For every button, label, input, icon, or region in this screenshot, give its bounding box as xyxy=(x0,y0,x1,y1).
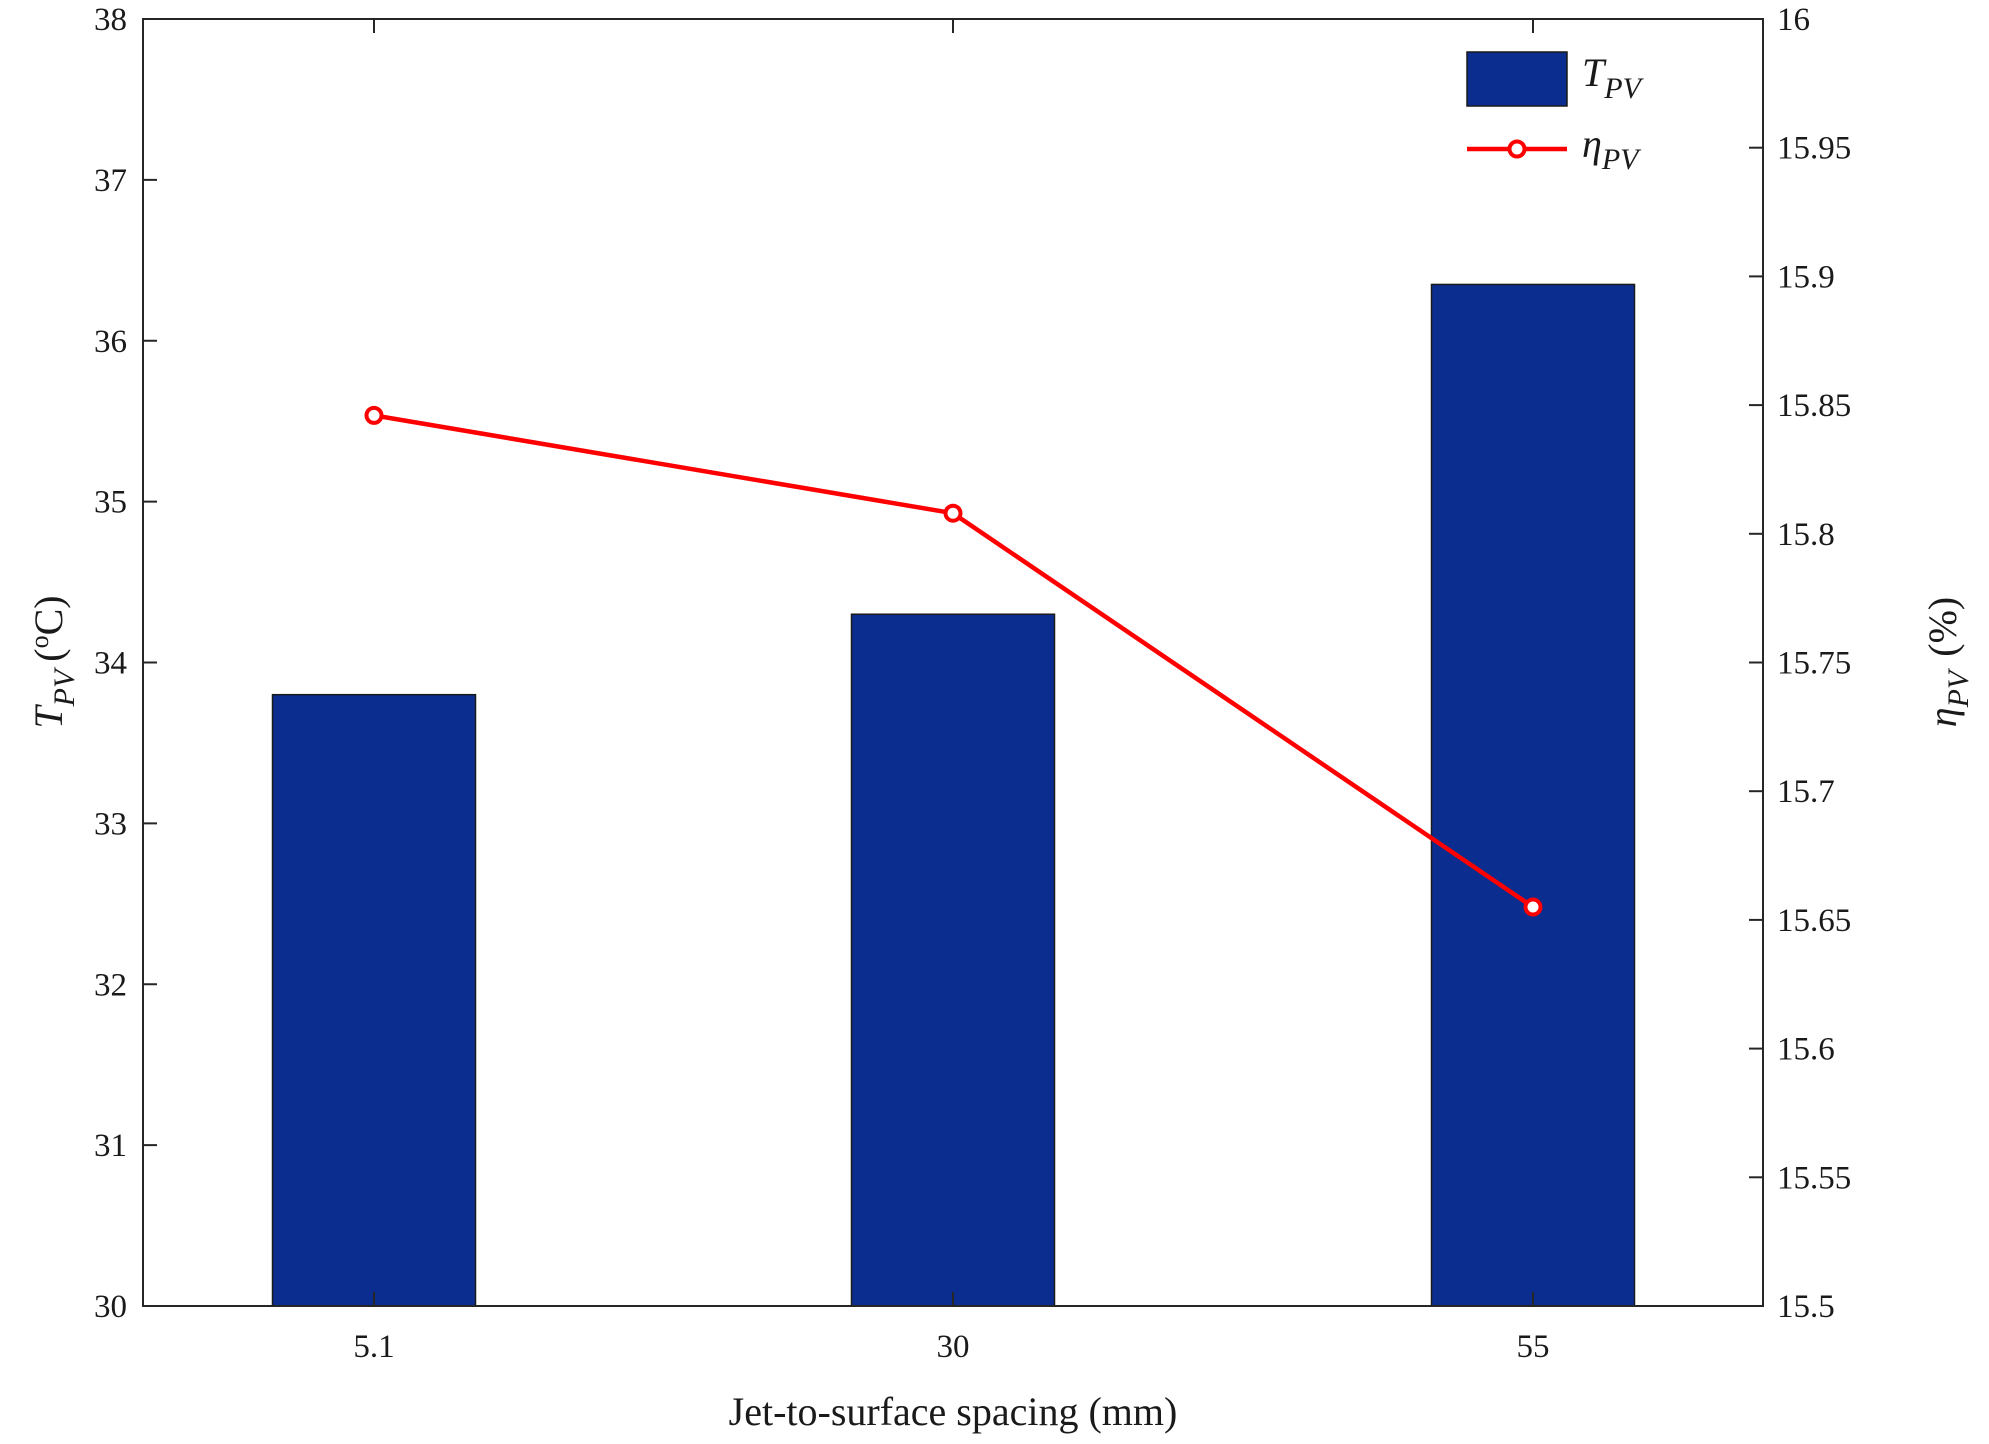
y-left-tick-label: 33 xyxy=(94,806,127,842)
y-right-title-subscript: PV xyxy=(1942,667,1975,708)
y-right-title-symbol: η xyxy=(1920,707,1965,727)
legend-line-subscript: PV xyxy=(1601,143,1642,176)
eta-pv-point-55 xyxy=(1523,897,1543,917)
x-tick-label-55: 55 xyxy=(1517,1329,1550,1365)
y-left-title-unit-sup: o xyxy=(25,635,54,648)
y-right-title-unit: (%) xyxy=(1920,597,1965,657)
legend-bar-swatch xyxy=(1466,51,1568,107)
y-right-tick-label: 15.7 xyxy=(1777,774,1835,810)
legend-line-marker xyxy=(1507,139,1527,159)
legend: TPV ηPV xyxy=(1466,50,1645,176)
legend-line-label: ηPV xyxy=(1582,121,1642,176)
y-right-tick-label: 15.8 xyxy=(1777,517,1835,553)
x-tick-label-30: 30 xyxy=(937,1329,970,1365)
x-axis-title: Jet-to-surface spacing (mm) xyxy=(729,1389,1178,1434)
line-layer xyxy=(364,405,1543,917)
x-tick-label-5.1: 5.1 xyxy=(353,1329,394,1365)
y-axis-right-title: ηPV (%) xyxy=(1920,597,1975,727)
bar-30 xyxy=(850,613,1056,1307)
y-left-tick-label: 38 xyxy=(94,2,127,38)
y-left-title-unit-open: ( xyxy=(26,648,71,661)
y-axis-left-title: TPV (oC) xyxy=(25,595,81,728)
y-left-title-unit-rest: C) xyxy=(26,595,71,635)
bar-5.1 xyxy=(271,693,477,1307)
y-right-tick-label: 15.6 xyxy=(1777,1032,1835,1068)
y-left-title-symbol: T xyxy=(26,704,71,729)
y-right-tick-label: 15.85 xyxy=(1777,388,1851,424)
y-right-tick-label: 15.95 xyxy=(1777,131,1851,167)
y-left-tick-label: 32 xyxy=(94,967,127,1003)
y-left-tick-label: 35 xyxy=(94,485,127,521)
y-right-tick-label: 15.5 xyxy=(1777,1289,1835,1325)
legend-bar-subscript: PV xyxy=(1603,72,1644,105)
y-right-tick-label: 15.75 xyxy=(1777,646,1851,682)
y-right-tick-label: 15.9 xyxy=(1777,259,1835,295)
y-right-tick-label: 15.65 xyxy=(1777,903,1851,939)
bars-layer xyxy=(271,283,1636,1307)
y-right-tick-label: 16 xyxy=(1777,2,1810,38)
eta-pv-point-30 xyxy=(943,503,963,523)
y-left-title-subscript: PV xyxy=(48,666,81,707)
y-left-tick-label: 36 xyxy=(94,324,127,360)
bar-55 xyxy=(1430,283,1636,1307)
y-left-tick-label: 34 xyxy=(94,646,127,682)
eta-pv-point-5.1 xyxy=(364,405,384,425)
legend-bar-label: TPV xyxy=(1582,50,1645,105)
y-left-tick-label: 30 xyxy=(94,1289,127,1325)
y-right-tick-label: 15.55 xyxy=(1777,1160,1851,1196)
y-left-tick-label: 37 xyxy=(94,163,127,199)
y-left-tick-label: 31 xyxy=(94,1128,127,1164)
legend-bar-symbol: T xyxy=(1582,50,1607,95)
ticks-layer: 30 31 32 33 34 35 36 37 38 15.5 15.55 15.6 15.65 15.7… xyxy=(94,2,1851,1365)
legend-line-symbol: η xyxy=(1582,121,1602,166)
